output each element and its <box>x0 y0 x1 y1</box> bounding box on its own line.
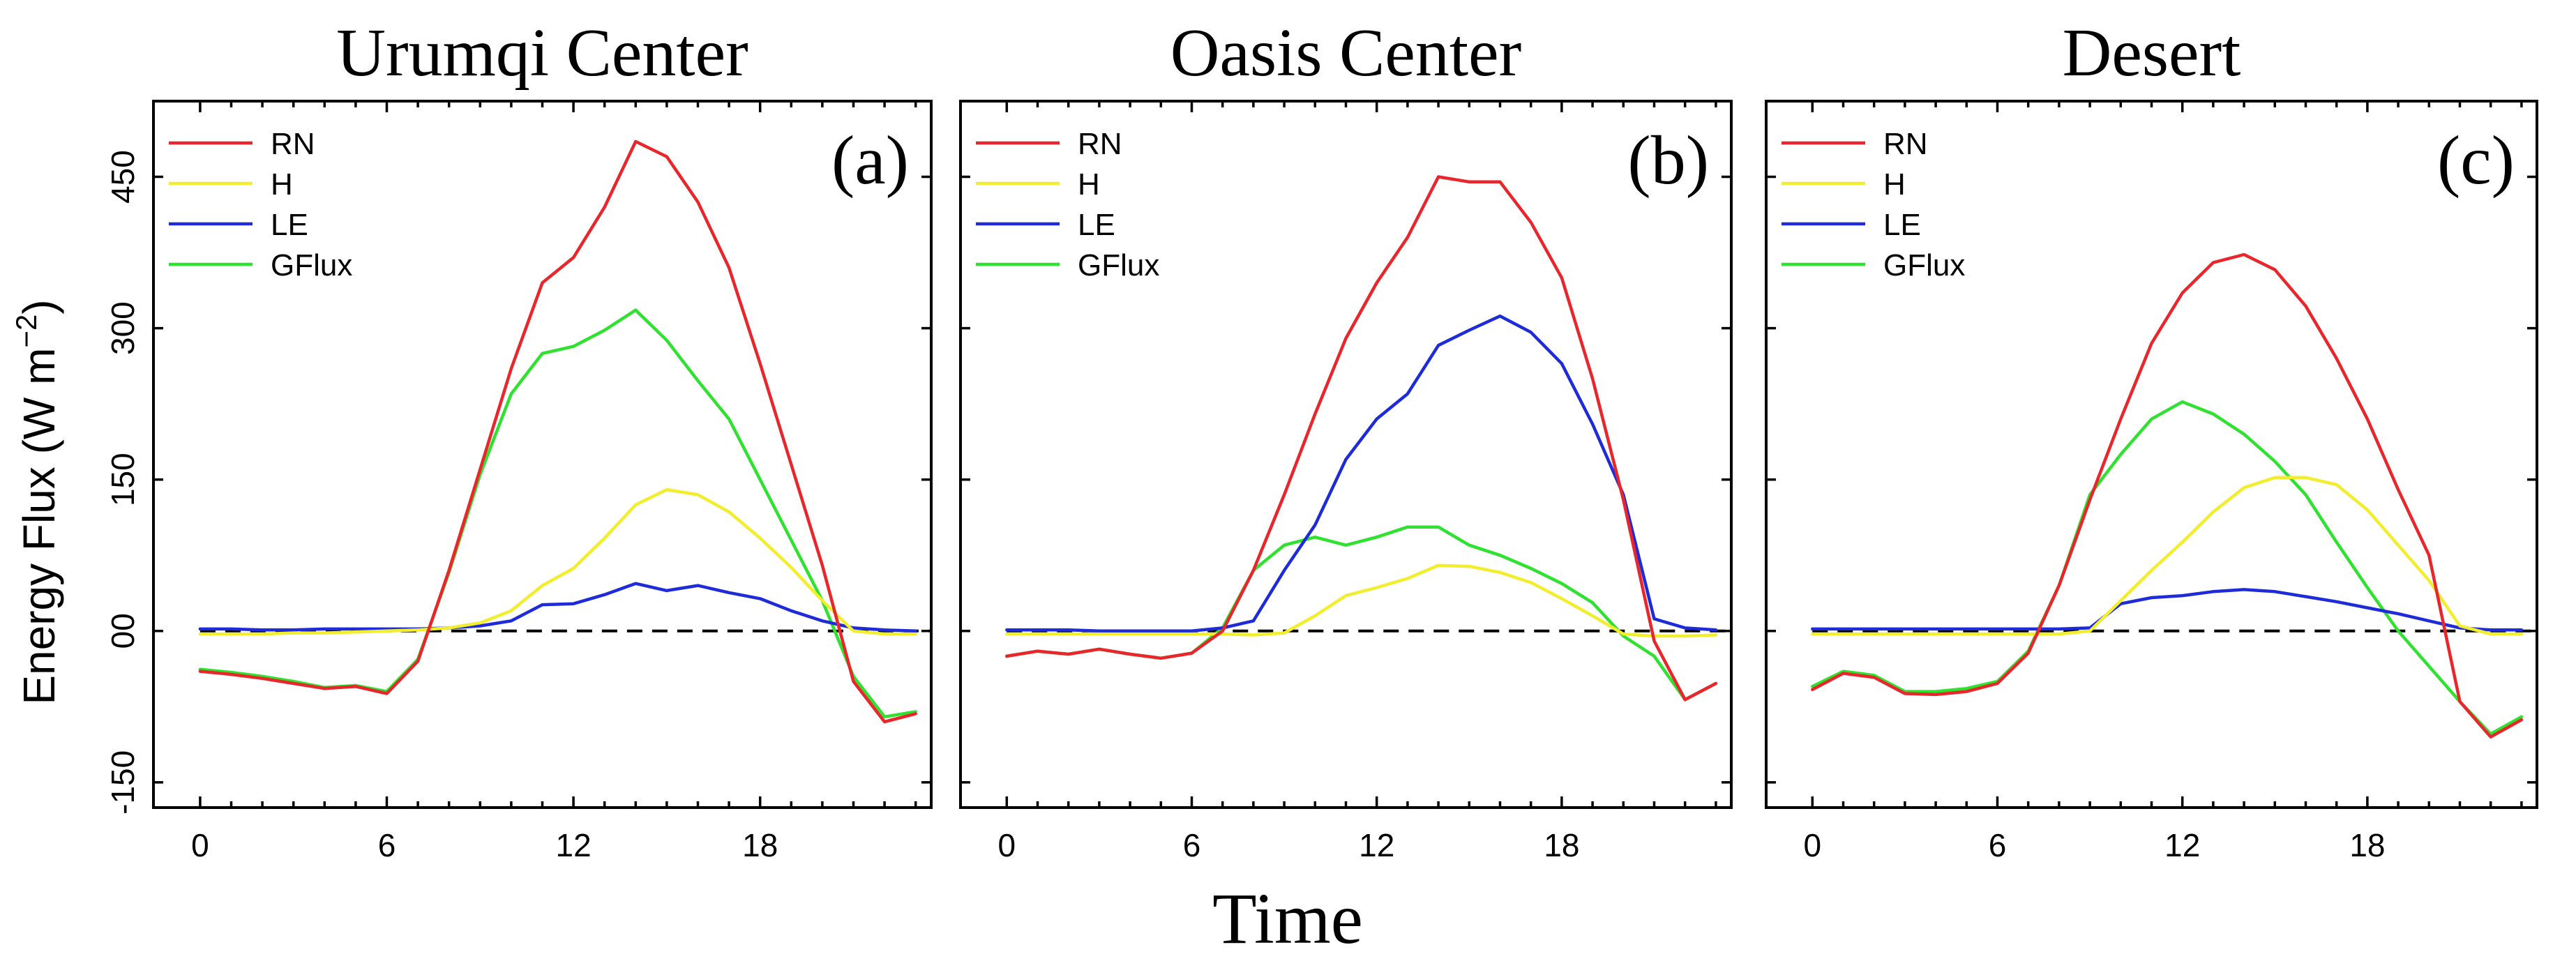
panel-label: (a) <box>831 121 909 199</box>
series-line-le <box>198 582 917 633</box>
series-line-h <box>1005 563 1718 638</box>
legend-label-gflux: GFlux <box>1078 248 1159 282</box>
panel-3: Desert 0 6 12 18 RN H LE GFlux (c) <box>1765 15 2538 863</box>
panel-label: (b) <box>1627 121 1709 199</box>
panel-1: Urumqi Center 0 6 12 18 -150 00 150 300 450 RN H LE G… <box>105 15 933 863</box>
legend-label-h: H <box>1883 167 1906 202</box>
plot-frame <box>152 100 933 809</box>
series-line-gflux <box>198 308 917 719</box>
x-tick-label: 6 <box>1989 827 2007 863</box>
legend-label-h: H <box>1078 167 1100 202</box>
x-tick-label: 18 <box>1544 827 1579 863</box>
series-line-rn <box>198 139 917 724</box>
legend-label-rn: RN <box>271 127 315 161</box>
y-tick-label: -150 <box>105 750 141 815</box>
y-tick-label: 450 <box>105 150 141 204</box>
legend-label-gflux: GFlux <box>1883 248 1965 282</box>
legend-label-le: LE <box>1078 208 1115 242</box>
y-tick-label: 00 <box>105 613 141 649</box>
legend-label-rn: RN <box>1883 127 1928 161</box>
y-axis-label: Energy Flux (W m−2) <box>10 299 64 704</box>
legend-label-gflux: GFlux <box>271 248 352 282</box>
x-tick-label: 0 <box>1804 827 1822 863</box>
series-line-rn <box>1005 175 1718 702</box>
panel-title: Desert <box>2063 15 2241 91</box>
x-axis-label: Time <box>1212 879 1363 959</box>
series-line-h <box>1811 476 2524 636</box>
legend-label-rn: RN <box>1078 127 1122 161</box>
series-line-rn <box>1811 252 2524 739</box>
x-tick-label: 0 <box>191 827 209 863</box>
legend-label-h: H <box>271 167 293 202</box>
x-tick-label: 0 <box>998 827 1016 863</box>
x-tick-label: 12 <box>2164 827 2200 863</box>
x-tick-label: 6 <box>378 827 396 863</box>
panel-title: Urumqi Center <box>336 15 748 91</box>
plot-frame <box>1765 100 2538 809</box>
x-tick-label: 18 <box>2349 827 2385 863</box>
plot-frame <box>959 100 1733 809</box>
y-tick-label: 300 <box>105 301 141 355</box>
panel-label: (c) <box>2437 121 2515 199</box>
series-line-h <box>198 487 917 636</box>
x-tick-label: 18 <box>742 827 778 863</box>
legend-label-le: LE <box>271 208 308 242</box>
series-line-gflux <box>1811 400 2524 736</box>
x-tick-label: 6 <box>1183 827 1201 863</box>
series-line-gflux <box>1005 525 1718 702</box>
x-tick-label: 12 <box>1359 827 1394 863</box>
series-line-le <box>1811 588 2524 632</box>
panel-title: Oasis Center <box>1170 15 1522 91</box>
panel-2: Oasis Center 0 6 12 18 RN H LE GFlux (b) <box>959 15 1733 863</box>
legend-label-le: LE <box>1883 208 1921 242</box>
x-tick-label: 12 <box>556 827 592 863</box>
series-line-le <box>1005 314 1718 633</box>
y-tick-label: 150 <box>105 453 141 506</box>
